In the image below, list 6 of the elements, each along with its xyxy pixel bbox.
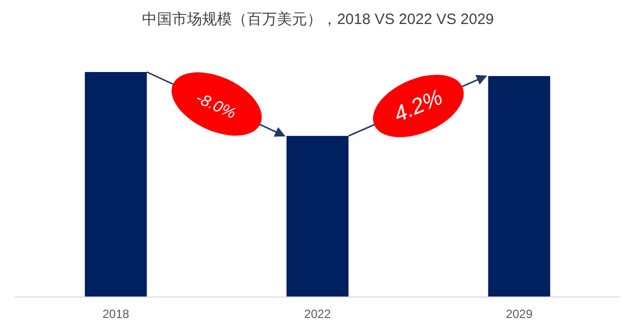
x-tick-label: 2018 [102,307,130,321]
x-tick-label: 2022 [304,307,332,321]
annotation: -8.0% [193,90,238,123]
annotation: 4.2% [390,84,446,127]
chart-title: 中国市场规模（百万美元），2018 VS 2022 VS 2029 [142,11,494,28]
x-tick-label: 2029 [506,307,533,321]
